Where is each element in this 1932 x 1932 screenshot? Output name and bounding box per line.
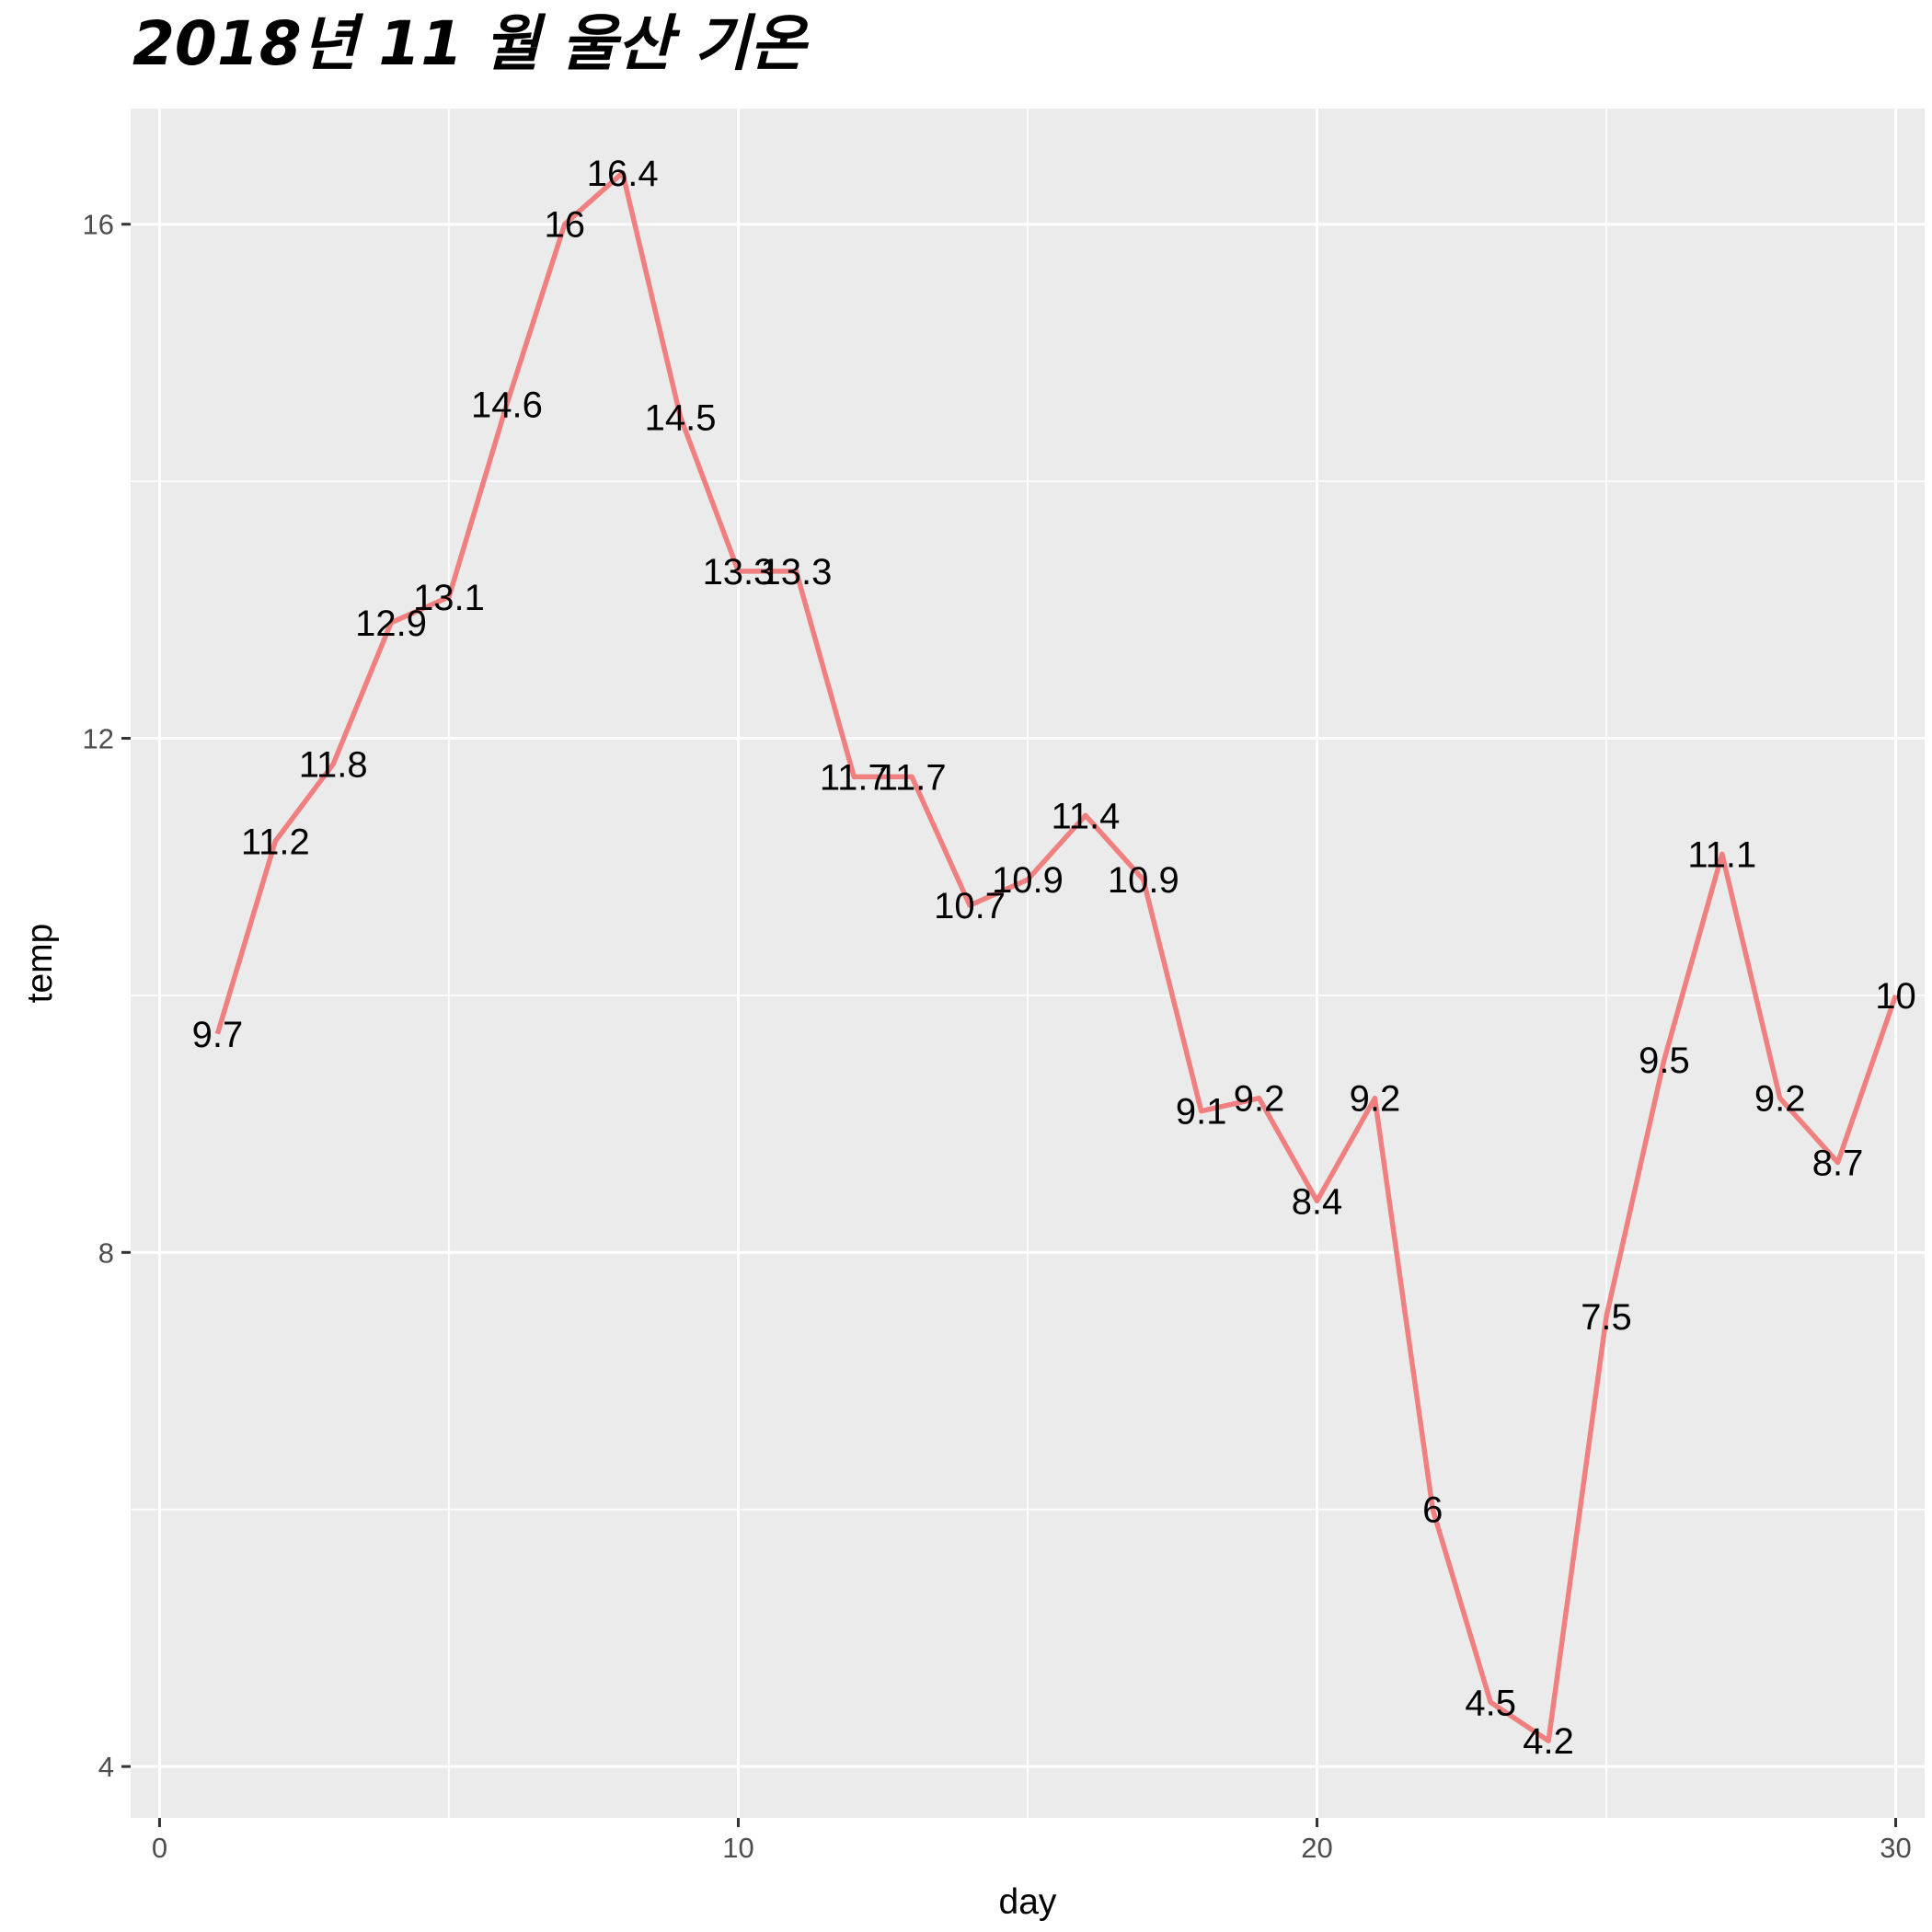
data-label: 13.3	[760, 552, 832, 592]
temperature-line	[214, 170, 1899, 1743]
data-label: 9.2	[1234, 1079, 1285, 1120]
axis-ticks	[121, 223, 1898, 1827]
data-label: 4.5	[1465, 1683, 1516, 1723]
data-label: 10.9	[992, 860, 1064, 901]
data-label: 9.2	[1754, 1079, 1806, 1120]
data-label: 9.1	[1176, 1092, 1227, 1133]
data-label: 11.4	[1051, 796, 1120, 836]
y-axis-tick-labels: 4 8 12 16	[83, 209, 114, 1783]
y-tick-label: 4	[98, 1751, 114, 1783]
minor-gridlines	[131, 109, 1925, 1818]
data-label: 12.9	[355, 604, 427, 644]
y-tick-label: 16	[83, 209, 114, 241]
data-label: 16	[545, 205, 586, 246]
x-tick-label: 10	[722, 1832, 753, 1864]
data-label: 14.5	[645, 397, 717, 438]
x-axis-tick-labels: 0 10 20 30	[152, 1832, 1912, 1864]
y-tick-label: 12	[83, 723, 114, 755]
x-axis-title: day	[999, 1882, 1057, 1922]
data-label: 4.2	[1523, 1721, 1574, 1762]
data-label: 13.1	[413, 578, 485, 618]
data-label: 11.1	[1687, 834, 1756, 875]
data-label: 10.9	[1108, 860, 1179, 901]
data-label: 11.7	[878, 757, 947, 798]
y-tick-label: 8	[98, 1236, 114, 1269]
data-label: 8.4	[1292, 1181, 1343, 1222]
x-tick-label: 20	[1301, 1832, 1332, 1864]
y-axis-title: temp	[20, 924, 60, 1004]
data-label: 9.5	[1639, 1041, 1690, 1081]
data-label: 14.6	[471, 385, 543, 425]
data-label: 6	[1422, 1490, 1443, 1531]
data-label: 16.4	[587, 154, 659, 194]
data-label: 10.7	[934, 886, 1006, 926]
x-tick-label: 30	[1880, 1832, 1911, 1864]
major-gridlines	[131, 109, 1925, 1818]
x-tick-label: 0	[152, 1832, 167, 1864]
chart-title: 2018년 11 월 울산 기온	[132, 8, 810, 79]
data-label: 10	[1875, 976, 1916, 1017]
data-label: 11.2	[241, 822, 310, 862]
data-label: 7.5	[1581, 1297, 1632, 1338]
data-label: 13.3	[703, 552, 775, 592]
data-label: 11.7	[820, 757, 889, 798]
data-label: 8.7	[1812, 1144, 1864, 1184]
data-label: 9.2	[1350, 1079, 1401, 1120]
data-label: 9.7	[192, 1015, 244, 1055]
data-label: 11.8	[299, 745, 368, 786]
